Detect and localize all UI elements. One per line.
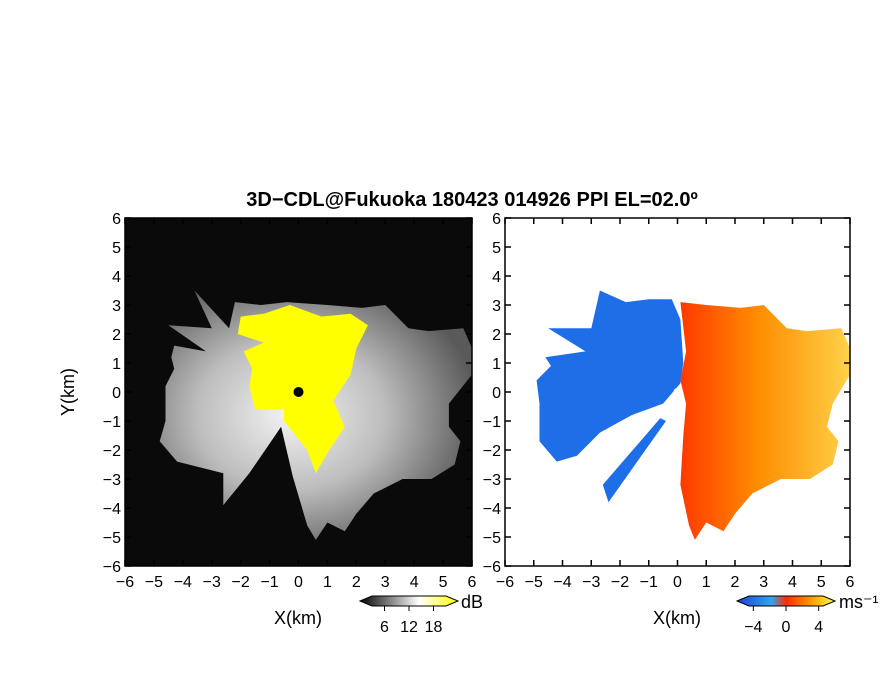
y-tick-label: −6 xyxy=(103,559,121,576)
x-tick-label: −5 xyxy=(145,574,163,591)
x-tick-label: 3 xyxy=(381,574,390,591)
y-tick-label: −5 xyxy=(483,530,501,547)
x-tick-label: 2 xyxy=(352,574,361,591)
colorbar-unit-velocity: ms⁻¹ xyxy=(839,592,879,612)
y-tick-label: 3 xyxy=(492,298,501,315)
x-axis-label-left: X(km) xyxy=(274,608,322,628)
chart-title: 3D−CDL@Fukuoka 180423 014926 PPI EL=02.0… xyxy=(246,189,698,211)
y-tick-label: −4 xyxy=(103,501,121,518)
x-tick-label: −3 xyxy=(582,574,600,591)
x-tick-label: −6 xyxy=(116,574,134,591)
y-tick-label: −3 xyxy=(483,472,501,489)
reflectivity-panel xyxy=(125,218,472,566)
x-tick-label: 1 xyxy=(702,574,711,591)
x-axis-label-right: X(km) xyxy=(653,608,701,628)
x-tick-label: 0 xyxy=(294,574,303,591)
y-tick-label: 2 xyxy=(112,327,121,344)
y-tick-label: −1 xyxy=(103,414,121,431)
x-tick-label: −6 xyxy=(496,574,514,591)
y-tick-label: 2 xyxy=(492,327,501,344)
radar-origin-marker xyxy=(673,388,682,396)
y-tick-label: 1 xyxy=(492,356,501,373)
colorbar-tick-label: −4 xyxy=(744,619,762,636)
y-tick-label: 0 xyxy=(112,385,121,402)
x-tick-label: 5 xyxy=(817,574,826,591)
x-tick-label: −4 xyxy=(174,574,192,591)
x-tick-label: 4 xyxy=(410,574,419,591)
x-tick-label: −2 xyxy=(611,574,629,591)
colorbar-tick-label: 18 xyxy=(425,619,443,636)
y-tick-label: 4 xyxy=(492,269,501,286)
y-tick-label: 3 xyxy=(112,298,121,315)
x-tick-label: 3 xyxy=(759,574,768,591)
y-axis-label: Y(km) xyxy=(58,368,78,416)
x-tick-label: −4 xyxy=(553,574,571,591)
velocity-colorbar: −4 0 4 ms⁻¹ xyxy=(735,592,879,636)
x-tick-label: 1 xyxy=(323,574,332,591)
colorbar-tick-label: 4 xyxy=(814,619,823,636)
y-tick-label: −1 xyxy=(483,414,501,431)
y-tick-label: −2 xyxy=(103,443,121,460)
velocity-panel xyxy=(505,218,850,566)
y-tick-label: 6 xyxy=(492,211,501,228)
radar-origin-marker xyxy=(293,387,304,397)
y-tick-label: 1 xyxy=(112,356,121,373)
y-tick-label: −5 xyxy=(103,530,121,547)
reflectivity-colorbar: 6 12 18 dB xyxy=(358,592,483,636)
y-tick-label: −4 xyxy=(483,501,501,518)
y-tick-label: −6 xyxy=(483,559,501,576)
y-tick-label: −2 xyxy=(483,443,501,460)
velocity-receding xyxy=(680,302,850,540)
colorbar-bar-velocity xyxy=(735,595,837,607)
x-tick-label: 0 xyxy=(673,574,682,591)
y-tick-label: 5 xyxy=(492,240,501,257)
colorbar-unit-db: dB xyxy=(461,592,483,612)
x-tick-label: −3 xyxy=(203,574,221,591)
x-tick-label: 5 xyxy=(439,574,448,591)
x-tick-label: −2 xyxy=(232,574,250,591)
y-tick-label: −3 xyxy=(103,472,121,489)
colorbar-bar-db xyxy=(358,595,460,607)
colorbar-tick-label: 6 xyxy=(380,619,389,636)
velocity-approaching xyxy=(536,290,684,462)
x-tick-label: −1 xyxy=(260,574,278,591)
colorbar-tick-label: 0 xyxy=(782,619,791,636)
y-tick-label: 6 xyxy=(112,211,121,228)
colorbar-tick-label: 12 xyxy=(400,619,418,636)
x-tick-label: 6 xyxy=(846,574,855,591)
reflectivity-saturated xyxy=(237,305,368,474)
x-tick-label: −1 xyxy=(640,574,658,591)
x-tick-label: −5 xyxy=(525,574,543,591)
x-tick-label: 2 xyxy=(731,574,740,591)
y-tick-label: 4 xyxy=(112,269,121,286)
x-tick-label: 6 xyxy=(468,574,477,591)
velocity-approaching-beam xyxy=(602,418,666,503)
y-tick-label: 0 xyxy=(492,385,501,402)
x-tick-label: 4 xyxy=(788,574,797,591)
y-tick-label: 5 xyxy=(112,240,121,257)
